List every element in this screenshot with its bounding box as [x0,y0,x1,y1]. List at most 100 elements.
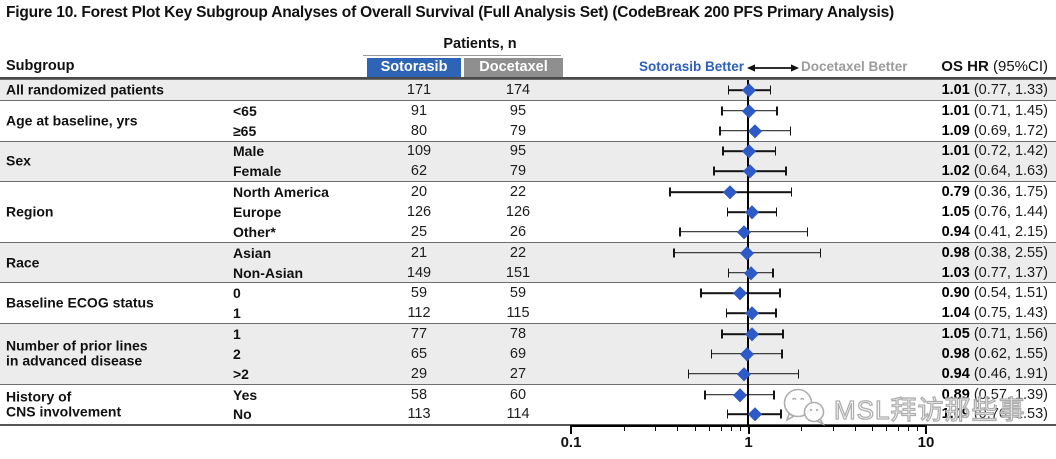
table-row: 1 77 78 1.05 (0.71, 1.56) [0,324,1056,344]
subgroup-level-label: Female [233,163,282,180]
table-row: Male 109 95 1.01 (0.72, 1.42) [0,142,1056,162]
ci-lower-cap [726,409,729,419]
subgroup-level-label: <65 [233,102,257,119]
subgroup-level-label: 1 [233,305,241,322]
sotorasib-n-value: 126 [406,203,432,220]
hr-ci-text: 1.04 (0.75, 1.43) [941,305,1048,322]
sotorasib-n-value: 112 [407,305,431,322]
subgroup-group: History of CNS involvement Yes 58 60 0.89 (0… [0,383,1056,427]
hr-ci-text: 1.01 (0.72, 1.42) [941,143,1048,160]
axis-tick-label: 1 [744,434,753,451]
ci-upper-cap [775,308,777,318]
table-row: ≥65 80 79 1.09 (0.69, 1.72) [0,121,1056,141]
table-row: Non-Asian 149 151 1.03 (0.77, 1.37) [0,263,1056,283]
ci-lower-cap [704,390,706,400]
axis-major-tick [570,425,572,434]
wechat-icon [783,388,826,426]
docetaxel-n-value: 174 [505,81,531,98]
sotorasib-n-value: 113 [407,406,431,423]
axis-minor-tick [832,425,834,431]
sotorasib-n-value: 77 [410,326,428,343]
table-row: Yes 58 60 0.89 (0.57, 1.39) [0,385,1056,405]
hr-ci-text: 1.01 (0.71, 1.45) [941,102,1048,119]
sotorasib-n-value: 62 [410,163,428,180]
docetaxel-n-value: 22 [509,244,527,261]
ci-normal: (95%CI) [988,58,1048,75]
axis-minor-tick [677,425,679,431]
os-hr-bold: OS HR [941,58,989,75]
sotorasib-better-label: Sotorasib Better [638,59,744,74]
ci-lower-cap [678,227,681,237]
docetaxel-n-value: 78 [509,326,527,343]
ci-upper-cap [790,187,793,197]
table-row: Other* 25 26 0.94 (0.41, 2.15) [0,222,1056,242]
sotorasib-n-value: 59 [410,285,428,302]
subgroup-group: Region North America 20 22 0.79 (0.36, 1.75)… [0,181,1056,242]
hr-value: 1.01 [941,102,970,119]
docetaxel-n-value: 151 [505,264,531,281]
group-label: Number of prior lines in advanced diseas… [6,337,148,369]
subgroup-level-label: Europe [233,203,282,220]
ci-lower-cap [721,106,723,116]
hr-ci-text: 1.05 (0.76, 1.44) [941,203,1048,220]
hr-ci-text: 1.03 (0.77, 1.37) [941,264,1048,281]
sotorasib-n-value: 29 [410,365,428,382]
axis-minor-tick [623,425,625,431]
table-row: Female 62 79 1.02 (0.64, 1.63) [0,161,1056,181]
subgroup-group: Sex Male 109 95 1.01 (0.72, 1.42) Female 62 79 1… [0,140,1056,182]
subgroup-group: Race Asian 21 22 0.98 (0.38, 2.55) Non-Asian 1… [0,241,1056,283]
subgroup-level-label: North America [233,184,329,201]
ci-upper-cap [769,85,772,95]
hr-ci-text: 0.98 (0.62, 1.55) [941,345,1048,362]
axis-minor-tick [908,425,910,431]
subgroup-group: Number of prior lines in advanced diseas… [0,323,1056,384]
ci-lower-cap [722,146,724,156]
ci-upper-cap [806,227,809,237]
hr-value: 1.04 [941,305,970,322]
axis-minor-tick [886,425,888,431]
ci-upper-cap [773,390,775,400]
docetaxel-n-value: 79 [509,122,527,139]
hr-ci-text: 1.05 (0.71, 1.56) [941,326,1048,343]
hr-value: 1.01 [941,81,970,98]
group-label: Region [6,203,54,220]
docetaxel-better-label: Docetaxel Better [801,59,908,74]
ci-lower-cap [687,369,690,379]
table-row: 171 174 1.01 (0.77, 1.33) [0,80,1056,100]
ci-upper-cap [819,248,822,258]
subgroup-level-label: 2 [233,345,241,362]
subgroup-level-label: Non-Asian [233,264,303,281]
hr-point-marker [732,387,747,402]
ci-upper-cap [781,349,784,359]
hr-value: 1.02 [941,163,970,180]
sotorasib-column-header: Sotorasib [367,58,461,77]
hr-value: 1.09 [941,406,970,423]
hr-ci-text: 1.01 (0.77, 1.33) [941,81,1048,98]
ci-upper-cap [797,369,800,379]
docetaxel-n-value: 22 [509,184,527,201]
ci-upper-cap [775,207,778,217]
table-row: 1 112 115 1.04 (0.75, 1.43) [0,303,1056,323]
hr-value: 1.05 [941,203,970,220]
hr-value: 1.05 [941,326,970,343]
subgroup-group: All randomized patients 171 174 1.01 (0.77,… [0,79,1056,100]
sotorasib-n-value: 25 [410,223,428,240]
subgroup-level-label: >2 [233,365,249,382]
group-label: All randomized patients [6,81,164,98]
ci-lower-cap [719,126,721,136]
docetaxel-n-value: 95 [509,102,527,119]
axis-major-tick [747,425,750,434]
subgroup-level-label: Male [233,143,265,160]
axis-minor-tick [801,425,803,431]
axis-minor-tick [872,425,874,431]
docetaxel-n-value: 114 [506,406,530,423]
axis-major-tick [925,425,927,434]
docetaxel-column-header: Docetaxel [464,58,563,77]
hr-point-marker [733,286,748,301]
hr-value: 0.98 [941,345,970,362]
patients-n-underline [363,55,561,56]
hr-value: 1.09 [941,122,970,139]
header-rule [0,77,1056,79]
table-row: Europe 126 126 1.05 (0.76, 1.44) [0,202,1056,222]
